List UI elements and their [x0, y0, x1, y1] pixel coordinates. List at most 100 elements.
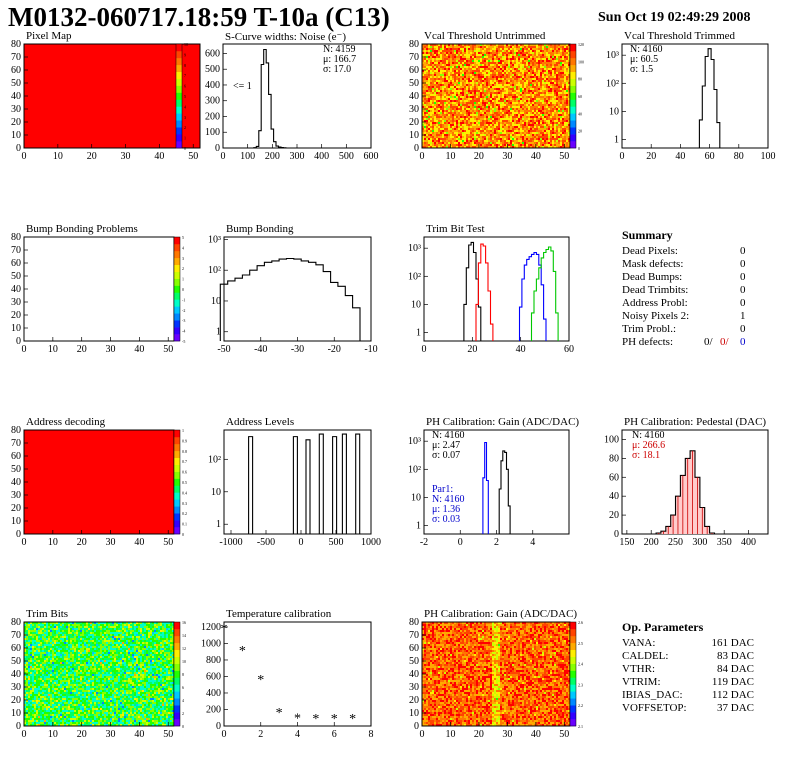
heatmap-cell [510, 144, 512, 146]
heatmap-cell [446, 72, 448, 74]
heatmap-cell [432, 52, 434, 54]
heatmap-cell [164, 622, 166, 624]
heatmap-cell [512, 60, 514, 62]
heatmap-cell [550, 88, 552, 90]
heatmap-cell [496, 76, 498, 78]
heatmap-cell [452, 68, 454, 70]
heatmap-cell [448, 140, 450, 142]
heatmap-cell [466, 58, 468, 60]
heatmap-cell [546, 50, 548, 52]
heatmap-cell [518, 88, 520, 90]
heatmap-cell [458, 126, 460, 128]
heatmap-cell [476, 52, 478, 54]
heatmap-cell [428, 82, 430, 84]
heatmap-cell [528, 122, 530, 124]
heatmap-cell [472, 58, 474, 60]
heatmap-cell [514, 128, 516, 130]
heatmap-cell [424, 72, 426, 74]
heatmap-cell [476, 146, 478, 148]
heatmap-cell [530, 136, 532, 138]
heatmap-cells [24, 622, 174, 726]
heatmap-cell [546, 112, 548, 114]
heatmap-cell [560, 138, 562, 140]
heatmap-cell [160, 638, 162, 640]
heatmap-cell [88, 636, 90, 638]
heatmap-cell [448, 54, 450, 56]
heatmap-cell [480, 144, 482, 146]
heatmap-cell [426, 130, 428, 132]
heatmap-cell [82, 624, 84, 626]
y-tick-label: 60 [11, 65, 21, 76]
heatmap-cell [470, 46, 472, 48]
heatmap-cell [554, 120, 556, 122]
heatmap-cell [434, 138, 436, 140]
heatmap-cell [136, 630, 138, 632]
heatmap-cell [516, 134, 518, 136]
heatmap-cell [492, 100, 494, 102]
heatmap-cell [540, 44, 542, 46]
heatmap-cell [538, 60, 540, 62]
heatmap-cell [526, 116, 528, 118]
heatmap-cell [496, 136, 498, 138]
heatmap-cell [478, 126, 480, 128]
heatmap-cell [534, 132, 536, 134]
heatmap-cell [424, 88, 426, 90]
heatmap-cell [128, 632, 130, 634]
palette-tick-label: 8 [184, 63, 186, 68]
heatmap-cell [550, 120, 552, 122]
heatmap-cell [452, 126, 454, 128]
heatmap-cell [164, 632, 166, 634]
heatmap-cell [80, 626, 82, 628]
heatmap-cell [136, 636, 138, 638]
heatmap-cell [436, 104, 438, 106]
heatmap-cell [426, 116, 428, 118]
heatmap-cell [538, 132, 540, 134]
heatmap-cell [508, 76, 510, 78]
heatmap-cell [478, 116, 480, 118]
heatmap-cell [488, 144, 490, 146]
heatmap-cell [460, 62, 462, 64]
heatmap-cell [438, 134, 440, 136]
heatmap-cell [566, 50, 568, 52]
heatmap-cell [532, 50, 534, 52]
heatmap-cell [472, 130, 474, 132]
heatmap-cell [484, 104, 486, 106]
heatmap-cell [440, 130, 442, 132]
heatmap-cell [466, 112, 468, 114]
heatmap-cell [506, 100, 508, 102]
heatmap-cell [470, 128, 472, 130]
heatmap-cell [478, 104, 480, 106]
heatmap-cell [480, 94, 482, 96]
palette-swatch [570, 134, 576, 142]
heatmap-cell [434, 96, 436, 98]
heatmap-cell [432, 64, 434, 66]
heatmap-cell [494, 74, 496, 76]
heatmap-cell [158, 624, 160, 626]
heatmap-cell [514, 94, 516, 96]
heatmap-cell [478, 98, 480, 100]
heatmap-cell [424, 138, 426, 140]
heatmap-cell [516, 96, 518, 98]
heatmap-cell [440, 56, 442, 58]
heatmap-cell [492, 102, 494, 104]
heatmap-cell [518, 94, 520, 96]
heatmap-cell [434, 110, 436, 112]
heatmap-cell [94, 624, 96, 626]
heatmap-cell [66, 640, 68, 642]
heatmap-cell [86, 624, 88, 626]
heatmap-cell [534, 120, 536, 122]
heatmap-cell [434, 104, 436, 106]
heatmap-cell [478, 124, 480, 126]
heatmap-cell [564, 110, 566, 112]
heatmap-cell [484, 138, 486, 140]
heatmap-cell [132, 622, 134, 624]
heatmap-cell [454, 124, 456, 126]
heatmap-cell [532, 94, 534, 96]
heatmap-cell [514, 58, 516, 60]
heatmap-cell [478, 136, 480, 138]
heatmap-cell [96, 628, 98, 630]
heatmap-cell [26, 624, 28, 626]
heatmap-cell [544, 132, 546, 134]
heatmap-cell [490, 126, 492, 128]
heatmap-cell [36, 624, 38, 626]
